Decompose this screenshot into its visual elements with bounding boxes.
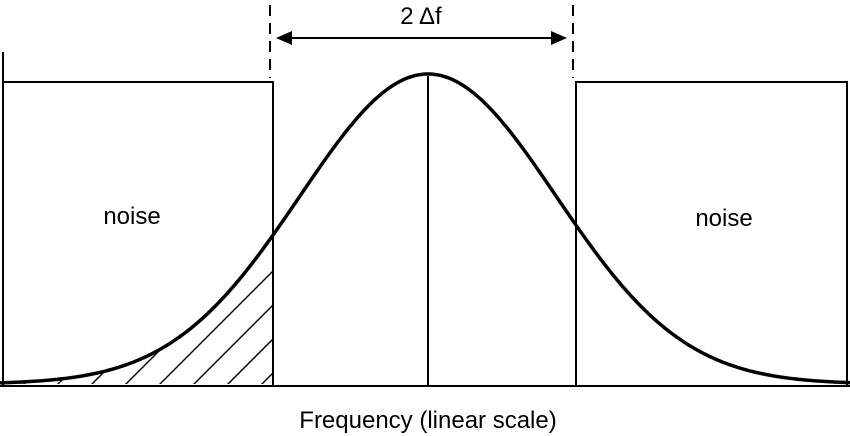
hatch-line (21, 235, 273, 384)
hatch-line (294, 0, 694, 386)
hatch-line (576, 225, 850, 384)
bandwidth-arrow-head-right (551, 31, 567, 45)
hatch-line (396, 0, 796, 386)
hatch-line (789, 225, 850, 384)
hatch-line (89, 235, 273, 384)
frequency-axis-label: Frequency (linear scale) (299, 407, 556, 434)
hatch-line (0, 235, 273, 384)
hatch-line (225, 235, 273, 384)
hatch-line (157, 235, 273, 384)
noise-label-right: noise (695, 205, 752, 232)
hatch-line (619, 225, 850, 384)
hatch-line (0, 235, 219, 384)
hatch-line (55, 235, 273, 384)
hatch-line (362, 0, 762, 386)
hatch-line (755, 225, 850, 384)
hatch-line (576, 225, 850, 384)
hatch-line (653, 225, 850, 384)
hatch-line (0, 235, 273, 384)
hatch-line (721, 225, 850, 384)
hatch-line (328, 0, 728, 386)
noise-box-left (2, 52, 274, 387)
hatch-line (0, 235, 185, 384)
hatch-line (123, 235, 273, 384)
noise-label-left: noise (103, 203, 160, 230)
noise-box-right (575, 81, 848, 386)
hatch-right (576, 225, 850, 384)
bandwidth-label: 2 Δf (400, 3, 442, 30)
hatch-line (585, 225, 850, 384)
hatch-line (0, 235, 151, 384)
bandwidth-arrow-head-left (276, 31, 292, 45)
hatch-left (0, 0, 796, 386)
gaussian-curve (0, 72, 850, 385)
hatch-line (259, 235, 273, 384)
hatch-line (0, 235, 253, 384)
hatch-line (687, 225, 850, 384)
hatch-line (191, 235, 273, 384)
hatch-line (576, 225, 850, 384)
